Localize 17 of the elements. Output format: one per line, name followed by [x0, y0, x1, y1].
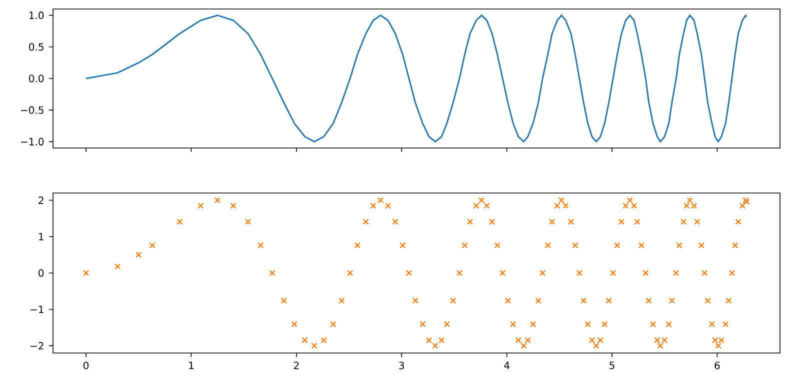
- x-tick-label: 5: [610, 362, 614, 370]
- y-tick-label: −0.5: [21, 106, 44, 114]
- x-tick-label: 3: [399, 362, 404, 370]
- y-tick-label: 1: [39, 232, 44, 240]
- y-tick-label: −2: [30, 342, 44, 350]
- y-tick-label: 0.0: [29, 74, 44, 82]
- x-tick-label: 1: [189, 362, 194, 369]
- y-tick-label: −1.0: [21, 138, 44, 146]
- y-tick-label: 2: [38, 196, 44, 204]
- x-tick-label: 6: [714, 362, 720, 370]
- y-tick-label: 0.5: [29, 43, 44, 51]
- x-tick-label: 2: [294, 362, 299, 370]
- y-tick-label: −1: [30, 306, 44, 313]
- x-tick-label: 0: [84, 362, 89, 370]
- y-tick-label: 0: [38, 269, 44, 277]
- y-tick-label: 1.0: [30, 12, 44, 20]
- x-tick-label: 4: [504, 362, 510, 369]
